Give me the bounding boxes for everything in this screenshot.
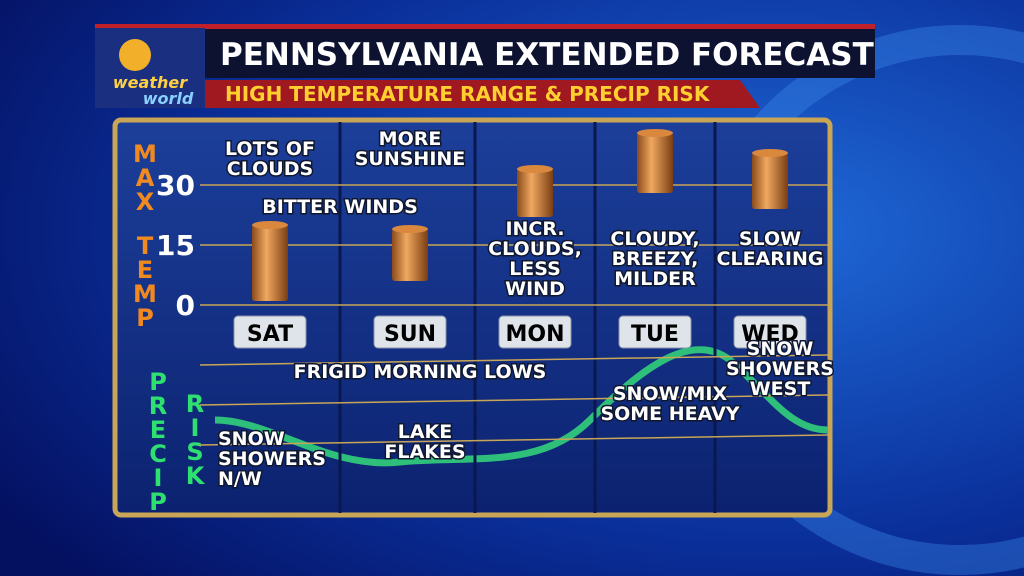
temperature-range-bar [392,229,428,281]
logo-text: world [143,89,194,108]
precip-note: SOME HEAVY [600,403,739,425]
day-box [498,315,572,349]
temperature-range-bar [517,169,553,217]
forecast-note: CLOUDY, [610,228,699,250]
bar-cap [392,225,428,233]
forecast-note: WIND [505,278,565,300]
forecast-note: LESS [509,258,561,280]
precip-note: SNOW [747,338,814,360]
forecast-note: MILDER [614,268,696,290]
subtitle: HIGH TEMPERATURE RANGE & PRECIP RISK [225,82,711,106]
precip-note: N/W [218,468,262,490]
day-box [618,315,692,349]
temperature-range-bar [752,153,788,209]
day-box [373,315,447,349]
temperature-range-bar [637,133,673,193]
forecast-note: SLOW [739,228,801,250]
forecast-note: MORE [379,128,442,150]
temperature-range-bar [252,225,288,301]
precip-note: SNOW/MIX [613,383,728,405]
day-label: SUN [384,322,436,347]
forecast-note: INCR. [505,218,564,240]
bar-cap [752,149,788,157]
title-stripe [95,24,875,29]
day-box [233,315,307,349]
precip-guide [199,434,829,446]
precip-note: LAKE [398,421,453,443]
day-label: MON [505,322,564,347]
y-tick-label: 15 [156,229,195,262]
day-label: TUE [631,322,679,347]
precip-note: FRIGID MORNING LOWS [294,361,547,383]
forecast-note: LOTS OF [225,138,315,160]
logo-box [95,28,205,108]
y-tick-label: 0 [176,289,195,322]
precip-note: FLAKES [384,441,465,463]
forecast-note: SUNSHINE [355,148,466,170]
axis-label: TEMP [131,232,159,328]
subtitle-bar [205,80,760,108]
panel [112,117,833,518]
precip-guide [199,354,829,366]
axis-label: MAX [131,140,159,212]
title: PENNSYLVANIA EXTENDED FORECAST [220,37,874,73]
precip-risk-curve [214,346,829,467]
forecast-note: CLOUDS [227,158,313,180]
axis-label: PRECIP [144,368,172,512]
precip-note: SHOWERS [218,448,326,470]
axis-label: RISK [181,390,209,486]
forecast-note: BREEZY, [612,248,699,270]
forecast-note: CLOUDS, [488,238,582,260]
forecast-note: BITTER WINDS [262,196,418,218]
bar-cap [637,129,673,137]
precip-note: SNOW [218,428,285,450]
precip-guide [199,394,829,406]
logo-text: weather [113,73,188,92]
y-tick-label: 30 [156,169,195,202]
day-label: WED [741,322,799,347]
day-label: SAT [247,322,293,347]
bar-cap [252,221,288,229]
title-bar [95,28,875,78]
precip-note: WEST [750,378,811,400]
day-box [733,315,807,349]
bar-cap [517,165,553,173]
logo-sun [119,39,151,71]
forecast-note: CLEARING [717,248,824,270]
precip-note: SHOWERS [726,358,834,380]
